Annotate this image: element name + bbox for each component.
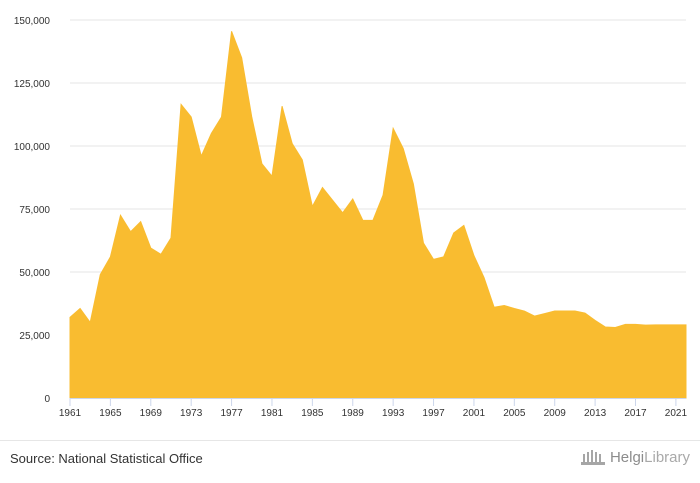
x-tick-label: 1997 [422, 408, 445, 419]
y-tick-label: 150,000 [14, 16, 51, 27]
x-tick-label: 1973 [180, 408, 203, 419]
x-tick-label: 1993 [382, 408, 405, 419]
brand-name-part1: Helgi [609, 448, 645, 466]
footer-divider [0, 440, 700, 441]
area-chart: 0 25,000 50,000 75,000 100,000 125,000 150,000… [14, 16, 688, 419]
brand-logo: HelgiLibrary [580, 448, 690, 466]
y-tick-label: 50,000 [19, 268, 50, 279]
y-tick-label: 125,000 [14, 79, 51, 90]
x-tick-label: 2005 [503, 408, 526, 419]
x-tick-label: 2009 [544, 408, 567, 419]
data-area-series [69, 31, 687, 399]
x-tick-label: 1985 [301, 408, 324, 419]
x-tick-label: 1989 [342, 408, 365, 419]
x-tick-label: 2013 [584, 408, 607, 419]
x-tick-label: 2001 [463, 408, 486, 419]
y-tick-label: 75,000 [19, 205, 50, 216]
x-tick-label: 1977 [220, 408, 243, 419]
source-note: Source: National Statistical Office [10, 451, 203, 466]
brand-name-part2: Library [644, 448, 690, 466]
x-tick-label: 2017 [624, 408, 647, 419]
x-tick-label: 1981 [261, 408, 284, 419]
x-tick-label: 1965 [99, 408, 122, 419]
y-tick-label: 0 [44, 394, 50, 405]
chart-area: 0 25,000 50,000 75,000 100,000 125,000 150,000… [14, 16, 688, 419]
x-tick-label: 1969 [140, 408, 163, 419]
x-tick-label: 1961 [59, 408, 82, 419]
y-tick-label: 25,000 [19, 331, 50, 342]
x-tick-label: 2021 [665, 408, 688, 419]
library-building-icon [580, 450, 605, 465]
y-tick-label: 100,000 [14, 142, 51, 153]
